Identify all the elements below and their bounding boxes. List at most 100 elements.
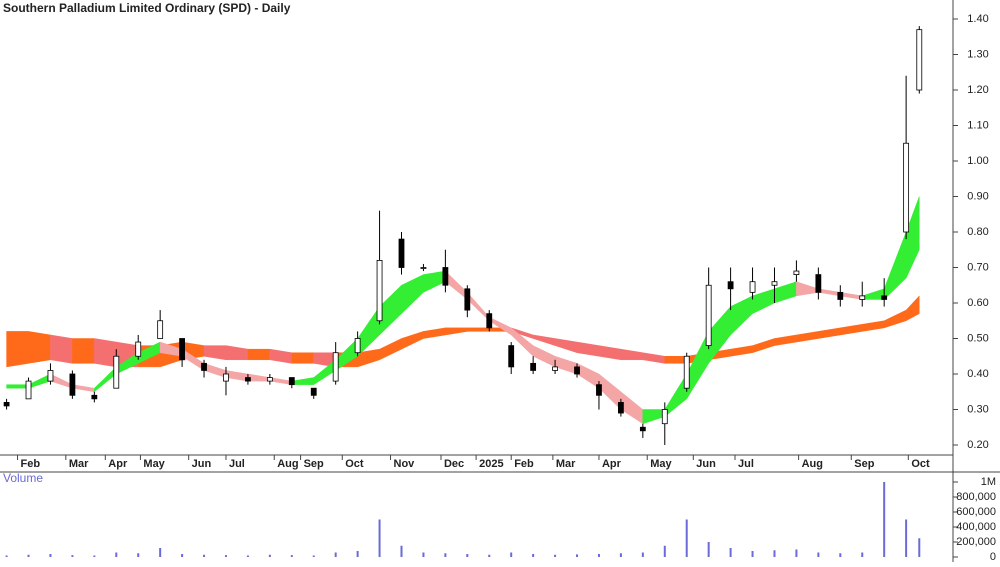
candle-body: [793, 270, 800, 275]
candle-body: [201, 362, 207, 371]
x-tick-label: Feb: [514, 458, 534, 470]
candle-body: [530, 362, 537, 371]
y-tick-label: 0.60: [967, 297, 988, 309]
candle-body: [376, 259, 383, 322]
y-tick-label: 1.10: [967, 119, 988, 131]
y-tick-label: 0.20: [967, 439, 988, 451]
candle-body: [727, 281, 734, 290]
volume-bar: [378, 519, 381, 557]
volume-bar: [159, 548, 162, 557]
volume-bar: [707, 542, 710, 557]
candle-body: [420, 267, 427, 269]
volume-bar: [466, 554, 469, 557]
x-tick-label: Sep: [854, 458, 874, 470]
candle-body: [442, 267, 449, 286]
volume-bar: [532, 554, 535, 557]
candle-body: [25, 380, 32, 400]
x-tick-label: Jul: [738, 458, 754, 470]
ma-ribbon: [905, 196, 920, 279]
ma-ribbon: [664, 356, 687, 364]
volume-tick-label: 0: [990, 551, 996, 562]
candle-body: [771, 281, 778, 286]
candle-body: [135, 341, 142, 357]
candle-body: [47, 370, 54, 382]
x-tick-label: Oct: [911, 458, 930, 470]
candle-body: [859, 295, 866, 300]
candle-body: [266, 377, 273, 382]
x-tick-label: Apr: [108, 458, 128, 470]
candle-body: [661, 409, 668, 425]
candle-body: [223, 373, 229, 382]
volume-bar: [27, 554, 30, 557]
x-tick-label: Aug: [277, 458, 298, 470]
candle-body: [639, 426, 646, 432]
candle-body: [618, 401, 624, 414]
ma-ribbon: [6, 384, 29, 389]
x-tick-label: Nov: [394, 458, 416, 470]
y-tick-label: 0.40: [967, 368, 988, 380]
volume-bar: [905, 519, 908, 557]
volume-bar: [71, 555, 74, 557]
volume-bar: [597, 554, 600, 557]
candle-body: [749, 281, 756, 293]
volume-bar: [203, 554, 206, 557]
x-tick-label: May: [650, 458, 672, 470]
y-tick-label: 1.00: [967, 155, 988, 167]
candle-body: [113, 355, 120, 389]
candle-body: [574, 366, 580, 375]
x-tick-label: Oct: [345, 458, 364, 470]
volume-bar: [817, 552, 820, 557]
volume-bar: [729, 548, 732, 557]
ma-ribbon: [6, 331, 29, 368]
candle-body: [354, 338, 361, 354]
volume-bar: [356, 551, 359, 557]
x-tick-label: Aug: [802, 458, 823, 470]
candle-body: [486, 313, 493, 329]
volume-tick-label: 200,000: [956, 536, 996, 548]
y-tick-label: 1.20: [967, 84, 988, 96]
volume-bar: [246, 555, 249, 557]
x-tick-label: 2025: [479, 458, 503, 470]
volume-bar: [224, 555, 227, 557]
volume-tick-label: 800,000: [956, 491, 996, 503]
x-tick-label: Dec: [444, 458, 464, 470]
x-tick-label: Jul: [229, 458, 245, 470]
volume-bar: [510, 552, 513, 557]
candle-body: [903, 142, 910, 233]
volume-bar: [795, 549, 798, 557]
candle-body: [705, 284, 712, 346]
volume-bar: [663, 545, 666, 557]
y-tick-label: 1.40: [967, 13, 988, 25]
candle-body: [179, 338, 186, 361]
candle-body: [310, 387, 317, 396]
y-tick-label: 0.50: [967, 332, 988, 344]
volume-bar: [488, 554, 491, 557]
y-tick-label: 1.30: [967, 48, 988, 60]
y-tick-label: 0.80: [967, 226, 988, 238]
volume-bar: [685, 519, 688, 557]
candle-body: [398, 238, 405, 268]
volume-tick-label: 600,000: [956, 506, 996, 518]
volume-bar: [619, 553, 622, 557]
candle-body: [508, 345, 515, 368]
volume-bar: [773, 550, 776, 557]
volume-bar: [444, 553, 447, 557]
y-tick-label: 0.90: [967, 190, 988, 202]
volume-bar: [576, 554, 579, 557]
chart-title: Southern Palladium Limited Ordinary (SPD…: [3, 1, 291, 15]
volume-bar: [641, 552, 644, 557]
x-tick-label: Jun: [696, 458, 716, 470]
ma-ribbon: [94, 338, 117, 368]
x-tick-label: Sep: [304, 458, 324, 470]
ma-ribbon: [28, 331, 51, 364]
candle-body: [157, 320, 164, 339]
volume-bar: [115, 552, 118, 557]
candle-body: [881, 295, 888, 300]
x-tick-label: Jun: [192, 458, 212, 470]
volume-bar: [861, 552, 864, 557]
candle-body: [332, 352, 339, 382]
candle-body: [916, 29, 923, 91]
y-tick-label: 0.30: [967, 403, 988, 415]
